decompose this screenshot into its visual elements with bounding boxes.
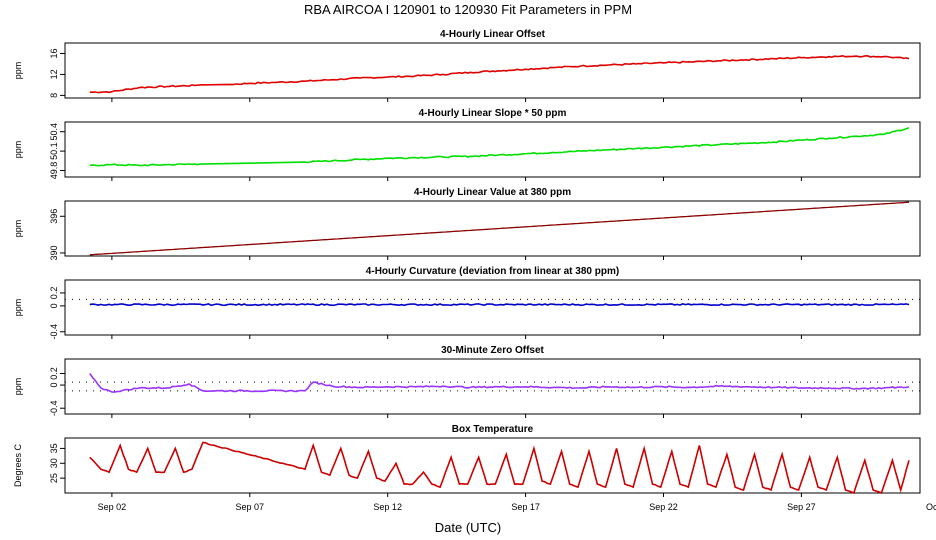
y-tick-label: -0.4 — [49, 324, 59, 340]
x-tick-label: Sep 02 — [98, 502, 127, 512]
panel-frame — [64, 437, 921, 494]
panel-1: 4-Hourly Linear Offset ppm 8 12 16 — [13, 29, 921, 102]
y-axis-label: ppm — [13, 220, 23, 238]
y-tick-label: 0 — [49, 303, 59, 308]
y-tick-label: 12 — [49, 69, 59, 79]
panel-3: 4-Hourly Linear Value at 380 ppm ppm 390 39… — [13, 187, 921, 260]
y-axis-label: ppm — [13, 141, 23, 159]
y-tick-label: 50.4 — [49, 123, 59, 141]
series-line — [89, 201, 910, 256]
panel-title: 4-Hourly Linear Slope * 50 ppm — [419, 108, 567, 119]
y-tick-label: 16 — [49, 48, 59, 58]
y-tick-label: 390 — [49, 245, 59, 260]
panel-4: 4-Hourly Curvature (deviation from linea… — [13, 266, 921, 340]
series-line — [89, 54, 910, 94]
series-line — [89, 127, 910, 167]
y-tick-label: 25 — [49, 473, 59, 483]
panel-frame — [64, 279, 921, 336]
panel-title: Box Temperature — [452, 424, 534, 435]
y-tick-label: -0.4 — [49, 400, 59, 416]
series-line — [89, 303, 910, 307]
x-axis-label: Date (UTC) — [435, 520, 501, 535]
y-axis-label: ppm — [13, 378, 23, 396]
x-tick-label: Oct 02 — [926, 502, 936, 512]
y-tick-label: 50.1 — [49, 142, 59, 160]
y-tick-label: 8 — [49, 93, 59, 98]
panel-frame — [64, 358, 921, 415]
y-axis-label: Degrees C — [13, 443, 23, 487]
panel-title: 4-Hourly Linear Value at 380 ppm — [414, 187, 571, 198]
y-axis-label: ppm — [13, 62, 23, 80]
panel-2: 4-Hourly Linear Slope * 50 ppm ppm 49.8 50.… — [13, 108, 921, 181]
x-tick-label: Sep 17 — [511, 502, 540, 512]
figure-title: RBA AIRCOA I 120901 to 120930 Fit Parame… — [304, 2, 632, 17]
x-tick-label: Sep 27 — [787, 502, 816, 512]
y-tick-label: 0.2 — [49, 367, 59, 380]
panel-title: 4-Hourly Linear Offset — [440, 29, 546, 40]
y-axis-label: ppm — [13, 299, 23, 317]
panel-title: 4-Hourly Curvature (deviation from linea… — [366, 266, 619, 277]
panel-frame — [64, 42, 921, 99]
series-line — [89, 373, 910, 393]
x-tick-label: Sep 12 — [373, 502, 402, 512]
y-tick-label: 396 — [49, 209, 59, 224]
x-tick-label: Sep 22 — [649, 502, 678, 512]
y-tick-label: 0 — [49, 383, 59, 388]
panel-frame — [64, 121, 921, 178]
y-tick-label: 49.8 — [49, 162, 59, 180]
x-tick-label: Sep 07 — [236, 502, 265, 512]
panel-5: 30-Minute Zero Offset ppm -0.4 0 0.2 — [13, 345, 921, 418]
y-tick-label: 0.2 — [49, 287, 59, 300]
panel-frame — [64, 200, 921, 257]
panel-6: Box Temperature Degrees C 25 30 35 — [13, 424, 921, 497]
series-line — [89, 441, 910, 495]
y-tick-label: 35 — [49, 443, 59, 453]
y-tick-label: 30 — [49, 458, 59, 468]
panel-title: 30-Minute Zero Offset — [441, 345, 544, 356]
